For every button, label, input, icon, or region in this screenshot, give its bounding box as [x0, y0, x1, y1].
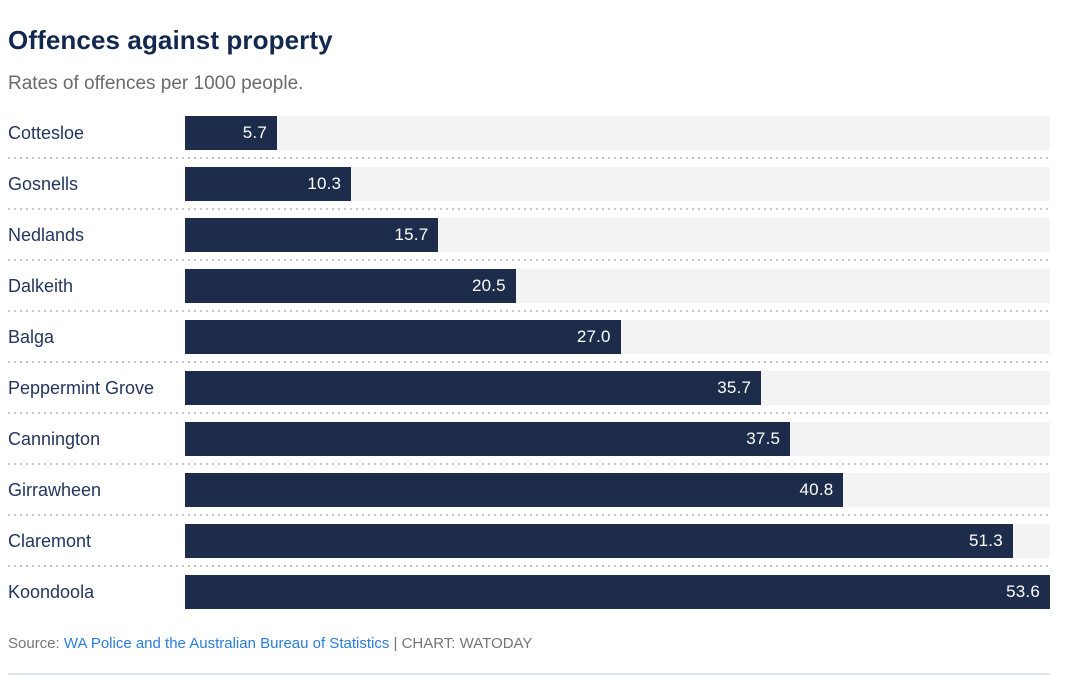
bar: 40.8: [185, 473, 844, 507]
bar-track: 40.8: [185, 473, 1050, 507]
source-line: Source: WA Police and the Australian Bur…: [8, 635, 1050, 652]
chart-row: Cottesloe 5.7: [8, 116, 1050, 150]
footer-separator: |: [393, 635, 398, 652]
chart-row: Cannington 37.5: [8, 422, 1050, 456]
bar: 27.0: [185, 320, 621, 354]
source-link[interactable]: WA Police and the Australian Bureau of S…: [63, 635, 390, 652]
value-label: 27.0: [576, 327, 611, 346]
bar-track: 5.7: [185, 116, 1050, 150]
bar: 20.5: [185, 269, 516, 303]
row-separator: [8, 310, 1050, 312]
chart-row: Peppermint Grove 35.7: [8, 371, 1050, 405]
row-separator: [8, 514, 1050, 516]
category-label: Koondoola: [8, 581, 95, 602]
bar-chart: Cottesloe 5.7 Gosnells 10.3 Nedlands 15.7 Dalk…: [8, 116, 1050, 609]
bar-track: 20.5: [185, 269, 1050, 303]
value-label: 35.7: [717, 378, 752, 397]
value-label: 53.6: [1006, 582, 1040, 601]
bottom-divider: [8, 673, 1050, 675]
chart-row: Claremont 51.3: [8, 524, 1050, 558]
bar: 15.7: [185, 218, 439, 252]
bar: 10.3: [185, 167, 352, 201]
bar-track: 35.7: [185, 371, 1050, 405]
chart-row: Koondoola 53.6: [8, 575, 1050, 609]
row-separator: [8, 412, 1050, 414]
row-separator: [8, 208, 1050, 210]
bar-track: 10.3: [185, 167, 1050, 201]
row-separator: [8, 463, 1050, 465]
bar-track: 53.6: [185, 575, 1050, 609]
row-separator: [8, 157, 1050, 159]
bar-track: 51.3: [185, 524, 1050, 558]
row-separator: [8, 361, 1050, 363]
category-label: Cannington: [8, 428, 101, 449]
chart-row: Dalkeith 20.5: [8, 269, 1050, 303]
value-label: 37.5: [746, 429, 781, 448]
chart-row: Gosnells 10.3: [8, 167, 1050, 201]
value-label: 51.3: [968, 531, 1003, 550]
value-label: 20.5: [471, 276, 506, 295]
row-separator: [8, 565, 1050, 567]
bar-track: 37.5: [185, 422, 1050, 456]
value-label: 15.7: [394, 225, 429, 244]
value-label: 10.3: [307, 174, 342, 193]
category-label: Gosnells: [8, 173, 79, 194]
category-label: Claremont: [8, 530, 92, 551]
category-label: Girrawheen: [8, 479, 102, 500]
bar: 35.7: [185, 371, 762, 405]
chart-row: Girrawheen 40.8: [8, 473, 1050, 507]
bar-track: 27.0: [185, 320, 1050, 354]
chart-row: Balga 27.0: [8, 320, 1050, 354]
value-label: 5.7: [242, 123, 267, 142]
category-label: Cottesloe: [8, 122, 85, 143]
bar-track: 15.7: [185, 218, 1050, 252]
category-label: Peppermint Grove: [8, 377, 155, 398]
category-label: Nedlands: [8, 224, 85, 245]
source-prefix: Source:: [8, 635, 60, 652]
chart-subtitle: Rates of offences per 1000 people.: [8, 73, 304, 94]
chart-credit: CHART: WATODAY: [401, 635, 533, 652]
value-label: 40.8: [799, 480, 834, 499]
category-label: Balga: [8, 326, 55, 347]
bar: 51.3: [185, 524, 1013, 558]
category-label: Dalkeith: [8, 275, 74, 296]
chart-title: Offences against property: [8, 25, 333, 55]
row-separator: [8, 259, 1050, 261]
bar: 5.7: [185, 116, 277, 150]
bar: 37.5: [185, 422, 791, 456]
bar: 53.6: [185, 575, 1050, 609]
chart-row: Nedlands 15.7: [8, 218, 1050, 252]
